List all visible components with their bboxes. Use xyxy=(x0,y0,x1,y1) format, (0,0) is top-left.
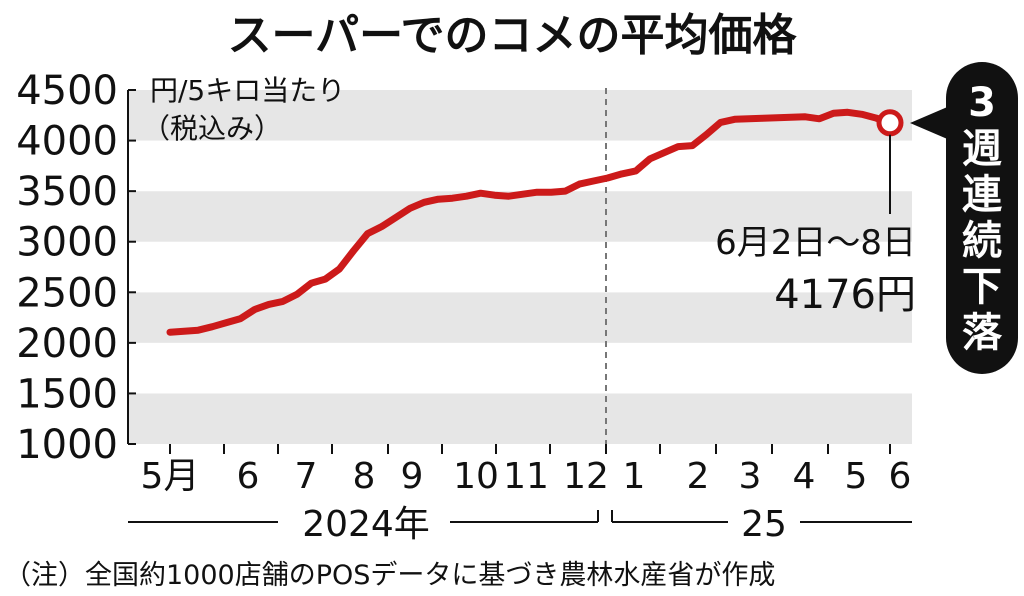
y-tick-label: 1500 xyxy=(16,371,118,417)
x-tick-label: 6 xyxy=(889,456,912,497)
callout-background xyxy=(946,62,1018,374)
latest-date-label: 6月2日～8日 xyxy=(715,223,916,263)
callout-pointer xyxy=(910,105,952,141)
callout-char: 週 xyxy=(962,126,1002,172)
x-tick-label: 2 xyxy=(687,456,710,497)
y-tick-label: 2500 xyxy=(16,270,118,316)
x-tick-label: 1 xyxy=(623,456,646,497)
callout-char: 3 xyxy=(968,80,996,126)
x-tick-label: 3 xyxy=(739,456,762,497)
unit-label: 円/5キロ当たり xyxy=(150,74,345,107)
x-tick-label: 9 xyxy=(401,456,424,497)
x-tick-label: 4 xyxy=(793,456,816,497)
year-label-2025: 25 xyxy=(741,504,787,545)
callout-char: 続 xyxy=(962,218,1002,264)
x-tick-label: 7 xyxy=(295,456,318,497)
band-3000 xyxy=(128,191,912,242)
latest-point-marker xyxy=(876,109,904,137)
x-tick-label: 8 xyxy=(353,456,376,497)
x-tick-label: 6 xyxy=(237,456,260,497)
band-2500 xyxy=(128,241,912,293)
x-tick-label: 5月 xyxy=(141,456,200,497)
y-tick-label: 4000 xyxy=(16,119,118,165)
band-2000 xyxy=(128,292,912,343)
background-bands xyxy=(127,90,912,444)
chart-title: スーパーでのコメの平均価格 xyxy=(228,10,798,61)
x-tick-label: 5 xyxy=(845,456,868,497)
y-tick-label: 4500 xyxy=(16,68,118,114)
x-tick-label: 10 xyxy=(453,456,499,497)
y-tick-label: 1000 xyxy=(16,422,118,468)
footnote: （注）全国約1000店舗のPOSデータに基づき農林水産省が作成 xyxy=(4,560,775,591)
x-tick-label: 11 xyxy=(503,456,549,497)
price-line xyxy=(166,108,894,336)
x-axis-ticks: 5月 6 7 8 9 10 11 12 1 2 3 4 5 6 xyxy=(141,444,912,497)
band-1000 xyxy=(128,393,912,444)
latest-value-label: 4176円 xyxy=(774,272,916,318)
callout-char: 下 xyxy=(962,264,1002,310)
tax-note-label: （税込み） xyxy=(142,112,282,145)
x-tick-label: 12 xyxy=(563,456,609,497)
band-1500 xyxy=(128,342,912,394)
callout-char: 落 xyxy=(962,310,1003,356)
callout-char: 連 xyxy=(962,172,1003,218)
band-3500 xyxy=(128,140,912,192)
year-label-2024: 2024年 xyxy=(302,504,430,545)
year-axis: 2024年 25 xyxy=(128,504,912,545)
y-tick-label: 3500 xyxy=(16,169,118,215)
y-tick-label: 2000 xyxy=(16,321,118,367)
y-tick-label: 3000 xyxy=(16,220,118,266)
